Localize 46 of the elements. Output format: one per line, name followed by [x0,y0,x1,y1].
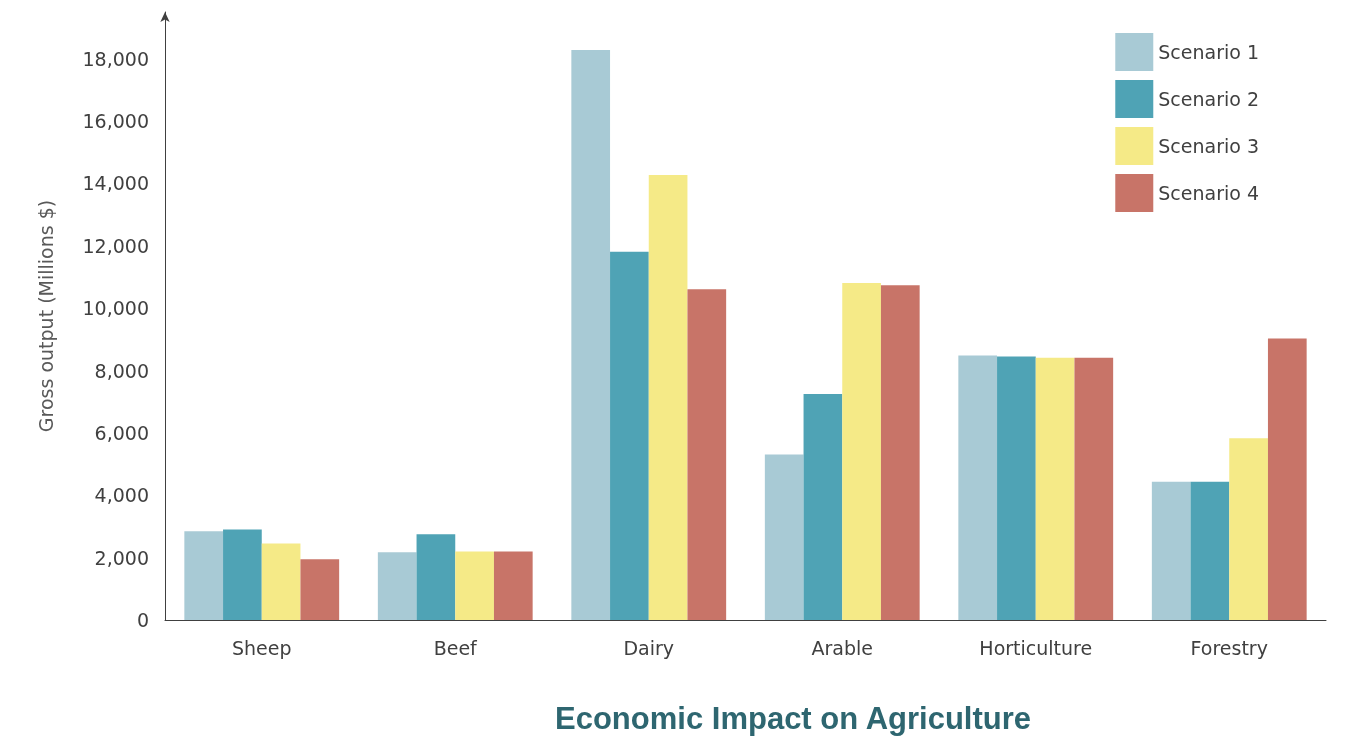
bar [300,559,340,620]
bar [958,355,998,620]
legend-label: Scenario 3 [1158,135,1260,157]
bar [1074,357,1114,620]
bar [377,552,417,620]
bar [493,551,533,620]
y-tick-label: 10,000 [82,297,149,320]
y-tick-label: 14,000 [82,172,149,195]
bar [184,531,224,620]
y-tick-label: 2,000 [94,546,149,569]
bar [687,289,727,620]
bar [455,551,494,620]
bar [880,285,920,620]
y-tick-label: 16,000 [82,110,149,133]
bar [648,175,688,620]
bar [416,534,456,620]
text: Economic Impact on Agriculture [555,701,1031,736]
legend-label: Scenario 2 [1158,88,1260,110]
bar [1267,338,1307,620]
x-tick-label: Dairy [623,636,675,659]
bar [610,251,649,620]
x-tick-label: Sheep [231,636,292,659]
bar [764,454,804,620]
bar [1151,481,1191,620]
bar [1190,481,1230,620]
y-axis-title: Gross output (Millions $) [34,199,57,433]
bar [1229,438,1268,620]
bar [803,393,843,620]
y-tick-label: 12,000 [82,234,149,257]
legend-label: Scenario 1 [1158,41,1260,63]
y-tick-label: 6,000 [94,421,149,444]
bar [571,50,611,620]
x-tick-label: Forestry [1190,636,1268,659]
bar [261,543,301,620]
y-tick-label: 8,000 [94,359,149,382]
x-tick-label: Arable [811,636,873,659]
x-tick-label: Horticulture [979,636,1093,659]
bar [842,282,881,620]
bar [223,529,262,620]
y-tick-label: 4,000 [94,484,149,507]
bar [997,356,1036,620]
x-tick-label: Beef [433,636,479,659]
y-tick-label: 18,000 [82,47,149,70]
legend-label: Scenario 4 [1158,182,1260,204]
y-tick-label: 0 [136,609,149,631]
bar [1035,357,1075,620]
